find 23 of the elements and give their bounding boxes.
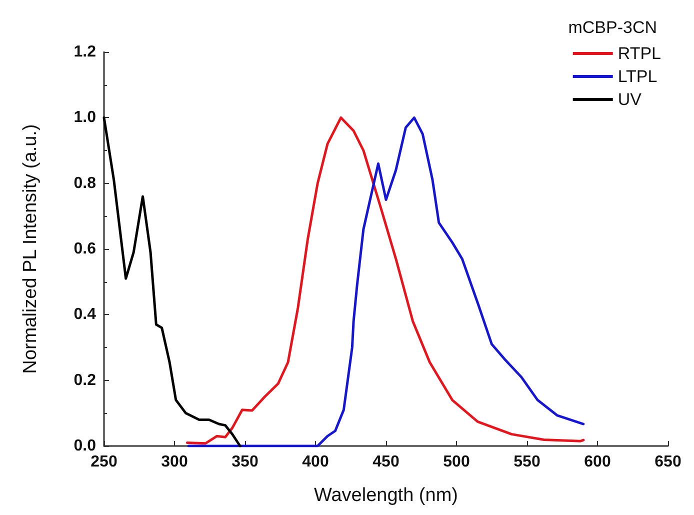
line-series bbox=[102, 116, 242, 448]
x-tick-label: 350 bbox=[232, 454, 258, 470]
x-tick-label: 250 bbox=[90, 454, 118, 470]
legend-label: UV bbox=[618, 90, 642, 109]
x-tick-label: 600 bbox=[584, 454, 611, 470]
x-tick-label: 450 bbox=[372, 454, 400, 470]
y-tick-label: 0.8 bbox=[74, 174, 96, 192]
x-tick-label: 550 bbox=[514, 454, 540, 470]
legend-title: mCBP-3CN bbox=[568, 18, 658, 37]
x-axis-title: Wavelength (nm) bbox=[314, 485, 458, 506]
y-axis-title: Normalized PL Intensity (a.u.) bbox=[20, 124, 41, 374]
legend-label: RTPL bbox=[618, 44, 662, 63]
y-tick-label: 0.6 bbox=[74, 240, 96, 258]
x-tick-label: 500 bbox=[443, 454, 470, 470]
x-tick-label: 650 bbox=[654, 454, 682, 470]
x-tick-label: 400 bbox=[302, 454, 329, 470]
y-tick-label: 0.4 bbox=[74, 306, 96, 324]
y-tick-label: 0.0 bbox=[74, 438, 96, 454]
x-tick-label: 300 bbox=[161, 454, 188, 470]
y-tick-label: 1.0 bbox=[74, 109, 96, 126]
y-tick-label: 0.2 bbox=[74, 372, 96, 389]
legend-label: LTPL bbox=[618, 67, 658, 86]
y-tick-label: 1.2 bbox=[74, 44, 96, 60]
